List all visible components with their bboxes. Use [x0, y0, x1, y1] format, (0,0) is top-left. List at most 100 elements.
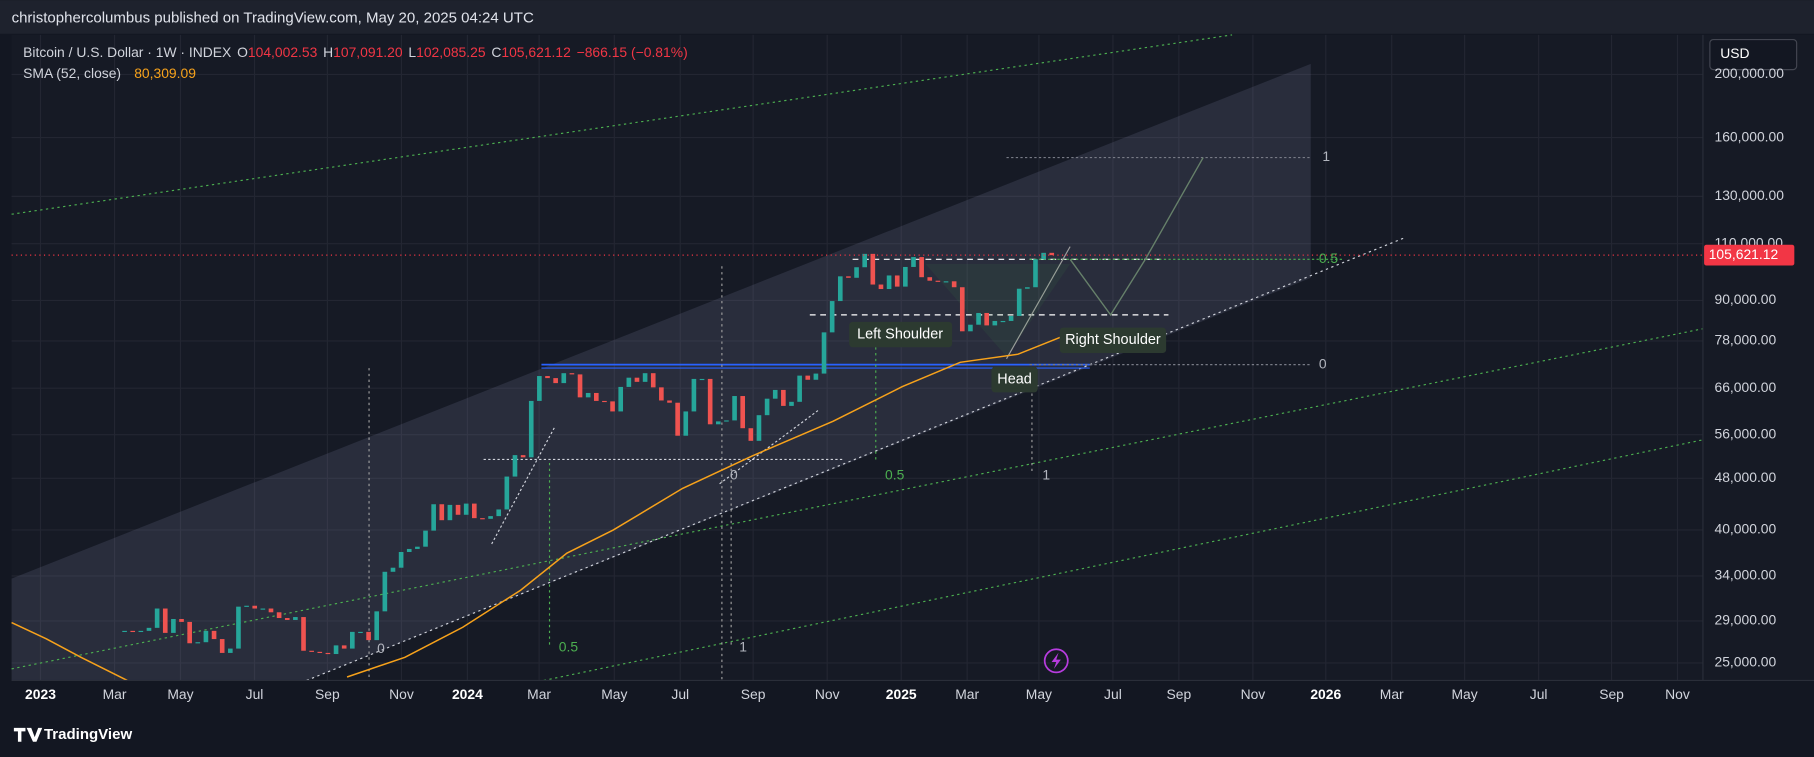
- trendline: [491, 425, 556, 545]
- trendline: [543, 439, 1704, 682]
- candle: [805, 375, 811, 380]
- price-axis: [1702, 34, 1814, 681]
- candle: [943, 281, 949, 283]
- candle: [187, 621, 192, 644]
- candle: [252, 605, 258, 609]
- fib-label: 1: [1322, 148, 1330, 164]
- sma-name: SMA (52, close): [23, 65, 121, 81]
- fib-label: 1: [739, 639, 747, 655]
- fib-label: 0: [730, 466, 738, 482]
- ohlc-value: 105,621.12: [501, 44, 571, 60]
- candle: [659, 387, 664, 401]
- candle: [593, 392, 599, 401]
- candle: [488, 516, 493, 519]
- candle: [528, 400, 534, 458]
- candle: [781, 389, 786, 406]
- candle: [610, 401, 615, 412]
- time-tick-label: Nov: [1241, 686, 1266, 702]
- candle: [862, 253, 868, 268]
- fib-label: 0: [377, 640, 385, 656]
- time-tick-label: Sep: [1599, 686, 1624, 702]
- footer-brand: TradingView: [44, 726, 132, 743]
- price-tick-label: 48,000.00: [1715, 469, 1777, 485]
- candle: [480, 518, 485, 520]
- candle: [350, 631, 355, 649]
- candle: [1025, 287, 1030, 289]
- time-tick-label: Jul: [1104, 686, 1122, 702]
- fib-label: 1: [1042, 466, 1050, 482]
- projection: [1005, 246, 1071, 360]
- candle: [618, 386, 624, 412]
- candle: [138, 630, 144, 633]
- ohlc-change: −866.15 (−0.81%): [577, 44, 688, 60]
- candles: [122, 252, 1055, 655]
- candle: [471, 503, 477, 519]
- candle: [284, 618, 290, 620]
- candle: [301, 617, 306, 651]
- candle: [691, 378, 697, 412]
- legend-ohlc: O 104,002.53 H 107,091.20 L 102,085.25 C 105,62…: [237, 44, 688, 60]
- candle: [333, 645, 339, 655]
- candle: [293, 617, 298, 620]
- currency-button[interactable]: [1709, 38, 1798, 71]
- candle: [821, 332, 827, 374]
- candle: [602, 400, 607, 403]
- candle: [951, 281, 957, 288]
- candle: [976, 312, 981, 325]
- candle: [707, 378, 713, 425]
- candle: [959, 287, 965, 332]
- candle: [854, 267, 859, 278]
- candle: [1033, 259, 1038, 288]
- price-tick-label: 25,000.00: [1715, 654, 1777, 670]
- candle: [154, 608, 160, 628]
- candle: [740, 396, 746, 429]
- candle: [398, 551, 404, 568]
- price-tick-label: 40,000.00: [1715, 521, 1777, 537]
- candle: [545, 376, 550, 379]
- channel: [11, 63, 1311, 681]
- tv-logo: [13, 727, 43, 742]
- candle: [634, 377, 640, 382]
- candle: [927, 277, 933, 281]
- candle: [268, 608, 274, 613]
- candle: [219, 639, 225, 653]
- candle: [699, 378, 705, 381]
- trendline: [306, 236, 1406, 681]
- ohlc-key: H: [323, 44, 333, 60]
- candle: [837, 276, 843, 302]
- candle: [553, 378, 558, 384]
- ohlc-key: O: [237, 44, 248, 60]
- candle: [439, 504, 445, 521]
- ohlc-key: L: [408, 44, 416, 60]
- candle: [317, 651, 323, 653]
- lightning-icon-glyph: [1051, 652, 1061, 669]
- sma-line: [11, 621, 128, 682]
- time-tick-label: Sep: [741, 686, 766, 702]
- candle: [455, 504, 461, 515]
- candle: [366, 631, 371, 641]
- header-bar: [0, 0, 1814, 34]
- chart-area: [11, 34, 1703, 681]
- candle: [130, 630, 136, 633]
- time-tick-label: May: [1026, 686, 1052, 702]
- lightning-icon[interactable]: [1043, 648, 1069, 674]
- candle: [585, 392, 591, 398]
- candle: [724, 420, 729, 422]
- time-tick-label: Jul: [1530, 686, 1548, 702]
- price-tick-label: 56,000.00: [1715, 425, 1777, 441]
- price-ticks: 200,000.00160,000.00130,000.00110,000.00…: [1704, 65, 1795, 670]
- current-price-label: 105,621.12: [1709, 246, 1779, 262]
- candle: [626, 377, 632, 387]
- candle: [358, 631, 363, 634]
- time-tick-label: 2024: [452, 686, 483, 702]
- candle: [878, 284, 884, 290]
- candle: [1041, 252, 1046, 260]
- candle: [870, 253, 876, 285]
- candle: [146, 627, 152, 631]
- current-price-tag: [1704, 244, 1795, 266]
- candle: [406, 548, 412, 552]
- candle: [512, 455, 518, 477]
- annotation-label: Left Shoulder: [857, 326, 943, 342]
- candle: [179, 618, 184, 622]
